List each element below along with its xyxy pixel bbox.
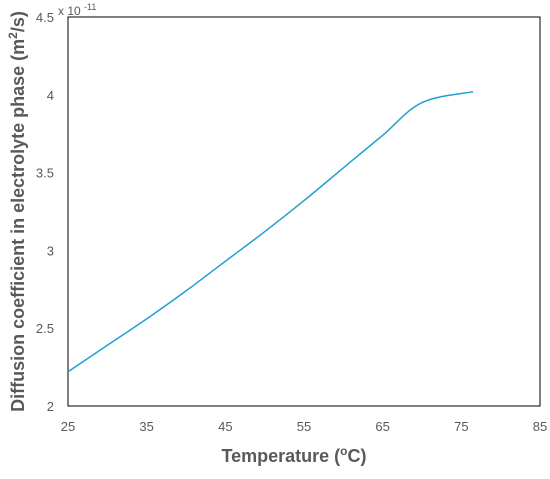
y-tick-label: 2 bbox=[47, 399, 54, 414]
plot-area-frame bbox=[67, 16, 541, 407]
x-tick-labels: 25 35 45 55 65 75 85 bbox=[61, 419, 547, 434]
y-axis-title-superscript: 2 bbox=[6, 32, 20, 39]
y-axis-title: Diffusion coefficient in electrolyte pha… bbox=[6, 11, 28, 412]
x-tick-label: 65 bbox=[375, 419, 389, 434]
y-tick-labels: 2 2.5 3 3.5 4 4.5 bbox=[36, 10, 54, 414]
x-tick-label: 55 bbox=[297, 419, 311, 434]
y-tick-label: 2.5 bbox=[36, 321, 54, 336]
x-tick-label: 25 bbox=[61, 419, 75, 434]
series-group bbox=[67, 90, 474, 373]
y-axis-multiplier: x 10 -11 bbox=[58, 2, 96, 18]
x-tick-label: 45 bbox=[218, 419, 232, 434]
x-tick-label: 75 bbox=[454, 419, 468, 434]
x-axis-title: Temperature (oC) bbox=[221, 444, 366, 466]
y-axis-title-end: /s) bbox=[8, 11, 28, 32]
series-line bbox=[67, 90, 474, 373]
y-multiplier-exponent: -11 bbox=[84, 2, 96, 12]
y-tick-label: 3.5 bbox=[36, 166, 54, 181]
y-multiplier-base: x 10 bbox=[58, 4, 81, 18]
y-axis-title-main: Diffusion coefficient in electrolyte pha… bbox=[8, 39, 28, 412]
x-tick-label: 35 bbox=[139, 419, 153, 434]
y-tick-label: 4 bbox=[47, 88, 54, 103]
x-tick-label: 85 bbox=[533, 419, 547, 434]
x-axis-title-end: C) bbox=[348, 446, 367, 466]
y-tick-label: 4.5 bbox=[36, 10, 54, 25]
x-axis-title-superscript: o bbox=[340, 444, 347, 458]
x-axis-title-main: Temperature ( bbox=[221, 446, 340, 466]
y-tick-label: 3 bbox=[47, 243, 54, 258]
